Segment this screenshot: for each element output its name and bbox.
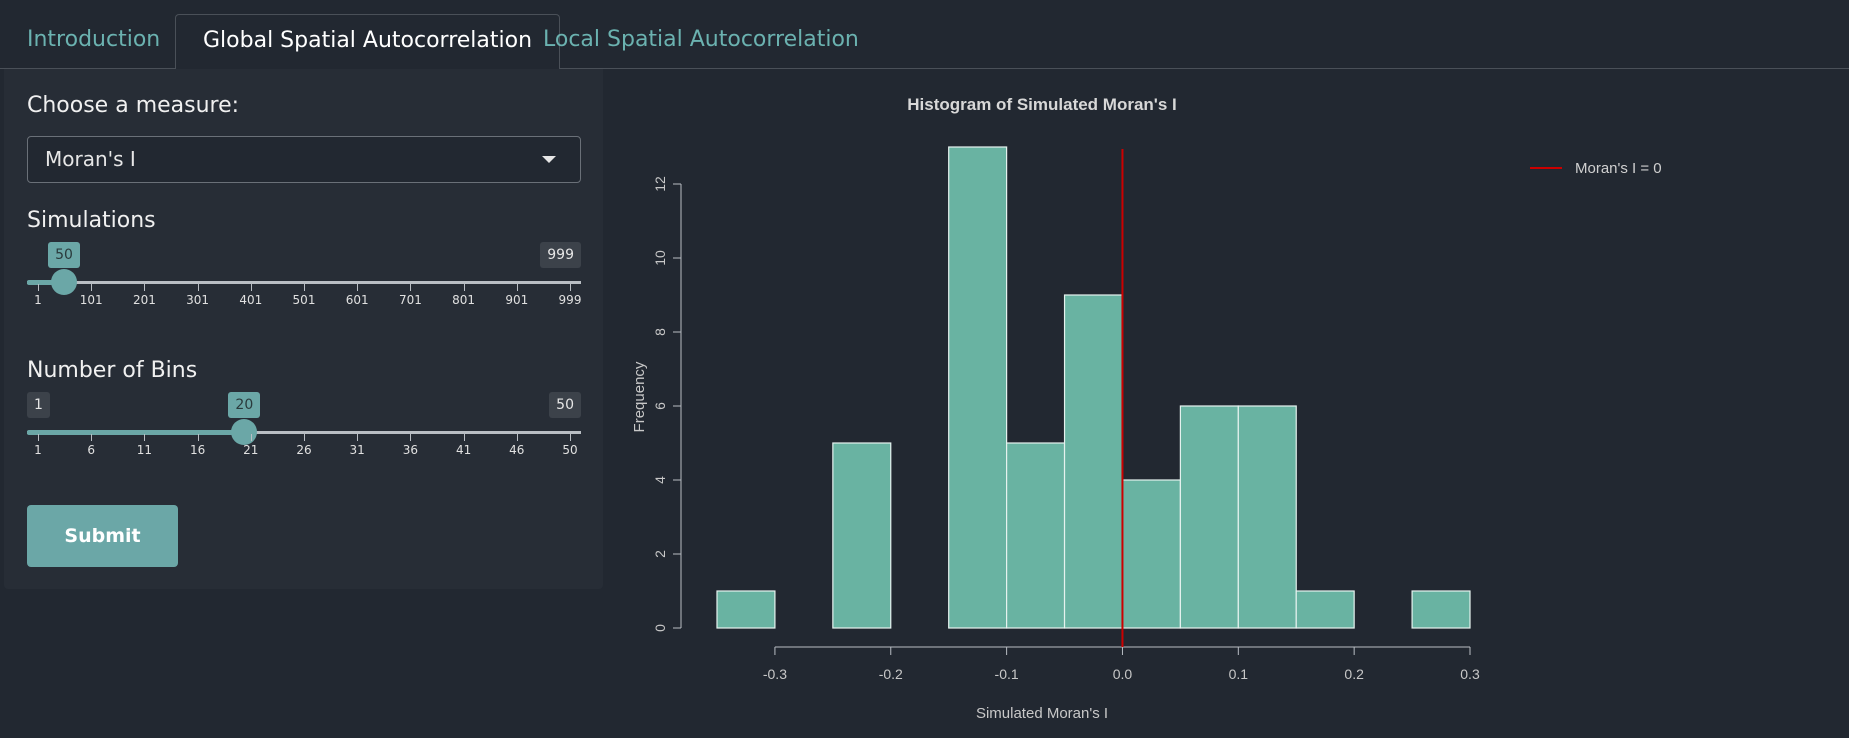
x-tick-label: -0.3 [763,666,787,682]
sim-tick-mark [516,284,518,291]
sim-tick-mark [410,284,412,291]
tab-bar: Introduction Global Spatial Autocorrelat… [0,0,1849,70]
sim-tick-label: 1 [34,293,42,307]
simulations-fill [27,280,65,285]
bin-tick-mark [38,434,39,441]
bin-tick-label: 16 [189,443,206,457]
tab-global-spatial-autocorrelation[interactable]: Global Spatial Autocorrelation [175,14,561,70]
sim-tick-label: 901 [505,293,529,307]
bins-fill [27,430,245,435]
sim-tick-mark [570,284,571,291]
sim-tick-label: 201 [132,293,156,307]
x-tick-label: 0.0 [1113,666,1133,682]
bins-current-value: 20 [228,392,261,418]
bins-max-value: 50 [549,392,581,418]
x-tick-label: 0.1 [1229,666,1249,682]
bin-tick-label: 41 [455,443,472,457]
bin-tick-mark [570,434,571,441]
measure-select[interactable]: Moran's I [27,136,581,183]
bin-tick-label: 50 [562,443,578,457]
bins-track[interactable] [27,431,581,434]
y-tick-label: 0 [652,624,668,632]
bin-tick-label: 36 [402,443,419,457]
submit-button[interactable]: Submit [27,505,178,567]
y-tick-label: 4 [652,476,668,484]
histogram-plot: Histogram of Simulated Moran's I Simulat… [620,69,1849,734]
histogram-bar [948,146,1008,629]
y-axis-label: Frequency [631,361,648,432]
y-tick-label: 8 [652,328,668,336]
sim-tick-mark [463,284,465,291]
simulations-label: Simulations [27,208,156,233]
histogram-bar [1006,442,1066,629]
sim-tick-mark [144,284,146,291]
chevron-down-icon [542,156,556,163]
histogram-bar [716,590,776,629]
sim-tick-label: 101 [79,293,103,307]
sim-tick-mark [304,284,305,291]
bin-tick-mark [250,434,252,441]
measure-select-value: Moran's I [45,147,136,171]
histogram-bar [1295,590,1355,629]
bin-tick-label: 6 [87,443,96,457]
x-tick-label: 0.3 [1460,666,1480,682]
simulations-slider[interactable]: 50 999 1 101 201 301 401 501 601 701 801 901 999 [27,242,581,322]
histogram-bar [832,442,892,629]
sim-tick-label: 501 [292,293,316,307]
sim-tick-label: 701 [398,293,422,307]
bin-tick-label: 26 [296,443,312,457]
histogram-bar [1179,405,1239,629]
bin-tick-mark [357,434,359,441]
y-tick-label: 10 [652,250,668,266]
bins-min-value: 1 [27,392,50,418]
chart-title: Histogram of Simulated Moran's I [907,95,1176,114]
simulations-max-value: 999 [540,242,581,268]
legend-label: Moran's I = 0 [1575,160,1662,177]
bins-handle[interactable] [231,419,258,445]
bin-tick-label: 21 [243,443,259,457]
sim-tick-label: 601 [345,293,369,307]
histogram-chart: Histogram of Simulated Moran's I Simulat… [631,95,1662,722]
histogram-bar [1411,590,1471,629]
histogram-bar [1063,294,1124,629]
y-tick-label: 6 [652,402,668,410]
x-tick-label: 0.2 [1344,666,1364,682]
sim-tick-mark [250,284,252,291]
measure-label: Choose a measure: [27,93,240,118]
bin-tick-label: 1 [34,443,42,457]
bin-tick-mark [144,434,146,441]
x-tick-label: -0.1 [995,666,1019,682]
bins-slider[interactable]: 1 20 50 1 6 11 16 21 26 31 36 41 46 50 [27,392,581,472]
sim-tick-label: 401 [239,293,263,307]
sim-tick-label: 999 [558,293,582,307]
sidebar-panel: Choose a measure: Moran's I Simulations … [4,69,603,589]
bin-tick-mark [516,434,518,441]
sim-tick-mark [38,284,39,291]
sim-tick-label: 301 [186,293,210,307]
sim-tick-label: 801 [452,293,476,307]
tab-local-spatial-autocorrelation[interactable]: Local Spatial Autocorrelation [543,27,859,52]
bin-tick-mark [410,434,412,441]
bin-tick-label: 46 [509,443,525,457]
bin-tick-mark [197,434,199,441]
simulations-handle[interactable] [51,269,78,295]
y-tick-label: 12 [652,176,668,192]
bin-tick-label: 31 [349,443,365,457]
simulations-track[interactable] [27,281,581,284]
bin-tick-mark [91,434,93,441]
simulations-current-value: 50 [48,242,80,268]
tab-introduction[interactable]: Introduction [27,27,161,52]
y-tick-label: 2 [652,550,668,558]
histogram-bar [1121,479,1181,629]
bin-tick-mark [304,434,305,441]
bins-label: Number of Bins [27,358,198,383]
x-axis-label: Simulated Moran's I [976,705,1108,722]
sim-tick-mark [91,284,93,291]
sim-tick-mark [197,284,199,291]
sim-tick-mark [357,284,359,291]
x-tick-label: -0.2 [879,666,903,682]
bin-tick-label: 11 [136,443,153,457]
histogram-bar [1237,405,1297,629]
bin-tick-mark [463,434,465,441]
